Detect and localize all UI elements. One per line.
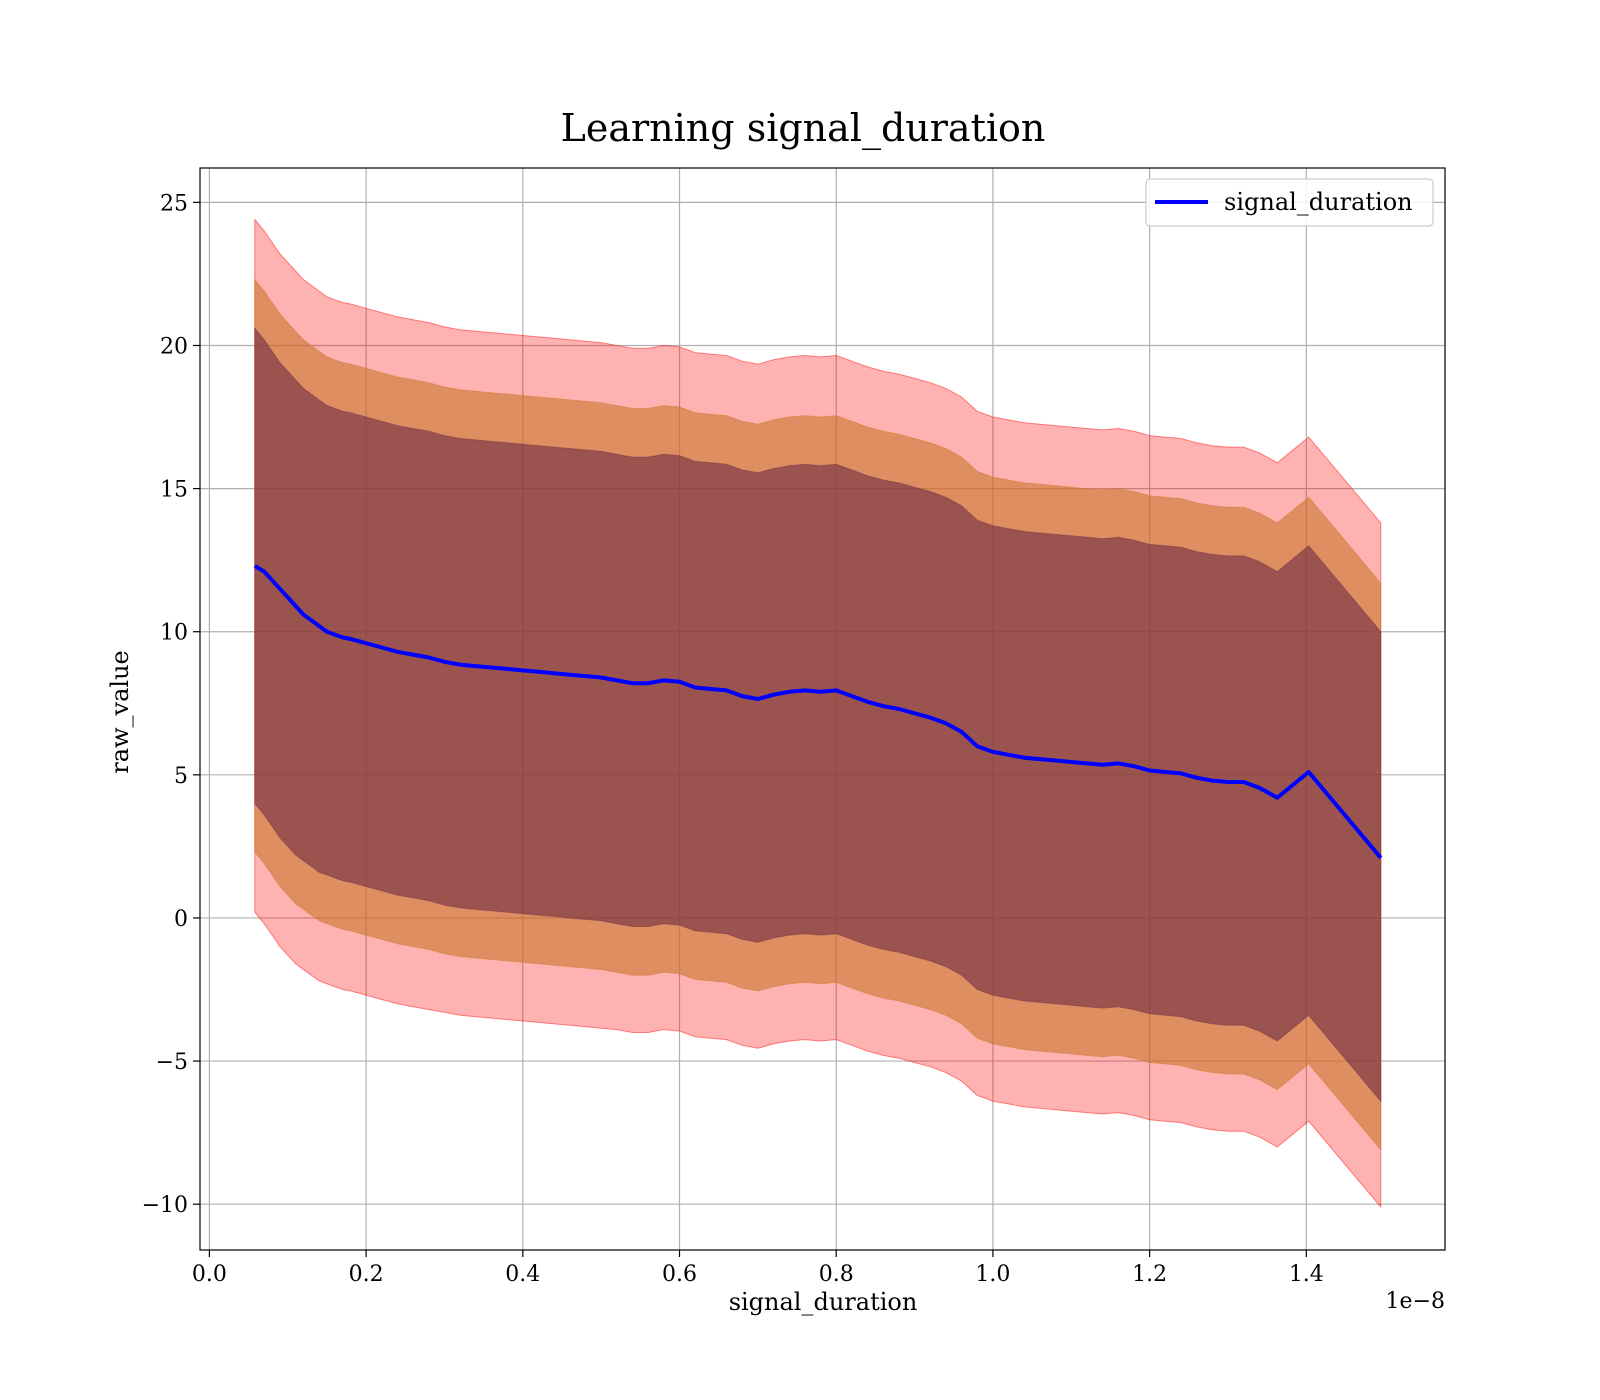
- x-tick-label: 0.2: [349, 1262, 384, 1287]
- y-tick-label: 5: [174, 764, 188, 789]
- x-tick-label: 1.2: [1132, 1262, 1167, 1287]
- x-axis-label: signal_duration: [729, 1288, 918, 1316]
- y-tick-label: 0: [174, 907, 188, 932]
- legend-box: [1145, 178, 1434, 227]
- y-tick-label: 15: [160, 478, 188, 503]
- x-tick-label: 1.4: [1289, 1262, 1324, 1287]
- series-line-signal-duration: [253, 564, 1383, 860]
- y-tick-label: −5: [156, 1050, 188, 1075]
- x-tick-label: 0.4: [505, 1262, 540, 1287]
- y-axis-ticks: −10 −5 0 5 10 15 20 25: [142, 191, 200, 1218]
- x-tick-label: 0.6: [662, 1262, 697, 1287]
- x-axis-ticks: 0.0 0.2 0.4 0.6 0.8 1.0 1.2 1.4: [192, 1250, 1324, 1287]
- y-tick-label: 25: [160, 191, 188, 216]
- x-tick-label: 0.0: [192, 1262, 227, 1287]
- band-inner: [254, 326, 1382, 1103]
- x-tick-label: 0.8: [819, 1262, 854, 1287]
- x-axis-offset-label: 1e−8: [1386, 1289, 1445, 1314]
- y-tick-label: 10: [160, 621, 188, 646]
- y-tick-label: 20: [160, 334, 188, 359]
- legend: signal_duration: [1145, 178, 1434, 227]
- chart-title: Learning signal_duration: [561, 106, 1046, 151]
- legend-label-signal-duration: signal_duration: [1224, 188, 1413, 216]
- series-lines: [253, 564, 1383, 860]
- plot-area-frame: [199, 167, 1446, 1251]
- x-tick-label: 1.0: [975, 1262, 1010, 1287]
- y-axis-label: raw_value: [106, 650, 134, 774]
- y-tick-label: −10: [142, 1193, 188, 1218]
- confidence-bands: [254, 218, 1382, 1209]
